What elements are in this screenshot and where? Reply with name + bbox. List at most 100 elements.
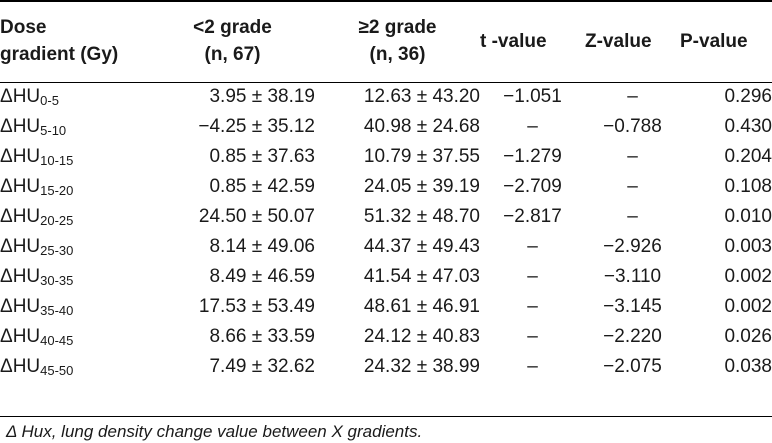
header-row: Dose gradient (Gy) <2 grade (n, 67) ≥2 g…: [0, 0, 772, 82]
cell-ge2-grade: 40.98 ± 24.68: [363, 116, 480, 137]
table-bottom-rule: [0, 416, 772, 417]
cell-t-value: −2.817: [503, 206, 562, 227]
cell-z-value: −2.220: [603, 326, 662, 347]
row-label-subscript: 25-30: [40, 243, 74, 258]
row-label-subscript: 35-40: [40, 303, 74, 318]
table-row: ΔHU20-25 24.50 ± 50.07 51.32 ± 48.70 −2.817…: [0, 202, 772, 232]
row-label: ΔHU40-45: [0, 322, 150, 352]
cell-ge2-grade: 24.12 ± 40.83: [363, 326, 480, 347]
table-header-rule: [0, 82, 772, 83]
header-lt2-grade-line2: (n, 67): [204, 44, 261, 65]
cell-lt2-grade: 7.49 ± 32.62: [209, 356, 315, 377]
cell-lt2-grade: 0.85 ± 37.63: [209, 146, 315, 167]
cell-t-value: –: [527, 296, 538, 317]
table-row: ΔHU0-5 3.95 ± 38.19 12.63 ± 43.20 −1.051 – 0.…: [0, 82, 772, 112]
row-label: ΔHU45-50: [0, 352, 150, 382]
table-row: ΔHU45-50 7.49 ± 32.62 24.32 ± 38.99 – −2.075…: [0, 352, 772, 382]
row-label-subscript: 5-10: [40, 123, 67, 138]
statistics-table: Dose gradient (Gy) <2 grade (n, 67) ≥2 g…: [0, 0, 772, 382]
table-footnote: Δ Hux, lung density change value between…: [6, 422, 423, 441]
cell-ge2-grade: 12.63 ± 43.20: [363, 86, 480, 107]
row-label-subscript: 15-20: [40, 183, 74, 198]
cell-lt2-grade: 3.95 ± 38.19: [209, 86, 315, 107]
table-header: Dose gradient (Gy) <2 grade (n, 67) ≥2 g…: [0, 0, 772, 82]
cell-z-value: –: [627, 146, 638, 167]
row-label-text: ΔHU: [0, 296, 41, 317]
cell-ge2-grade: 41.54 ± 47.03: [363, 266, 480, 287]
row-label-text: ΔHU: [0, 86, 41, 107]
row-label-text: ΔHU: [0, 266, 41, 287]
header-dose-gradient-line1: Dose: [0, 17, 47, 38]
table-row: ΔHU5-10 −4.25 ± 35.12 40.98 ± 24.68 – −0.788…: [0, 112, 772, 142]
row-label-subscript: 10-15: [40, 153, 74, 168]
cell-t-value: –: [527, 116, 538, 137]
row-label: ΔHU10-15: [0, 142, 150, 172]
cell-p-value: 0.003: [724, 236, 772, 257]
cell-z-value: −3.145: [603, 296, 662, 317]
row-label-subscript: 45-50: [40, 363, 74, 378]
cell-ge2-grade: 24.05 ± 39.19: [363, 176, 480, 197]
row-label-subscript: 20-25: [40, 213, 74, 228]
cell-ge2-grade: 48.61 ± 46.91: [363, 296, 480, 317]
header-ge2-grade-line1: ≥2 grade: [358, 17, 437, 38]
row-label: ΔHU25-30: [0, 232, 150, 262]
row-label: ΔHU5-10: [0, 112, 150, 142]
row-label: ΔHU35-40: [0, 292, 150, 322]
row-label-subscript: 30-35: [40, 273, 74, 288]
row-label-subscript: 40-45: [40, 333, 74, 348]
table-row: ΔHU10-15 0.85 ± 37.63 10.79 ± 37.55 −1.279 –…: [0, 142, 772, 172]
row-label-text: ΔHU: [0, 326, 41, 347]
cell-z-value: −3.110: [603, 266, 662, 287]
cell-z-value: −2.075: [603, 356, 662, 377]
cell-z-value: −2.926: [603, 236, 662, 257]
row-label-text: ΔHU: [0, 176, 41, 197]
header-dose-gradient: Dose gradient (Gy): [0, 0, 150, 82]
cell-p-value: 0.296: [724, 86, 772, 107]
cell-z-value: –: [627, 176, 638, 197]
cell-z-value: –: [627, 86, 638, 107]
cell-z-value: –: [627, 206, 638, 227]
cell-lt2-grade: 8.14 ± 49.06: [209, 236, 315, 257]
cell-t-value: −1.279: [503, 146, 562, 167]
cell-lt2-grade: 24.50 ± 50.07: [198, 206, 315, 227]
cell-p-value: 0.010: [724, 206, 772, 227]
cell-p-value: 0.430: [724, 116, 772, 137]
table-row: ΔHU40-45 8.66 ± 33.59 24.12 ± 40.83 – −2.220…: [0, 322, 772, 352]
cell-ge2-grade: 44.37 ± 49.43: [363, 236, 480, 257]
cell-lt2-grade: 17.53 ± 53.49: [198, 296, 315, 317]
cell-t-value: –: [527, 266, 538, 287]
cell-p-value: 0.204: [724, 146, 772, 167]
table-row: ΔHU30-35 8.49 ± 46.59 41.54 ± 47.03 – −3.110…: [0, 262, 772, 292]
cell-t-value: –: [527, 356, 538, 377]
header-lt2-grade-line1: <2 grade: [193, 17, 272, 38]
row-label-text: ΔHU: [0, 206, 41, 227]
row-label-text: ΔHU: [0, 236, 41, 257]
cell-z-value: −0.788: [603, 116, 662, 137]
cell-ge2-grade: 24.32 ± 38.99: [363, 356, 480, 377]
row-label: ΔHU15-20: [0, 172, 150, 202]
header-p-value: P-value: [680, 30, 748, 52]
table-top-rule: [0, 0, 772, 2]
header-ge2-grade: ≥2 grade (n, 36): [315, 0, 480, 82]
header-lt2-grade: <2 grade (n, 67): [150, 0, 315, 82]
table-body: ΔHU0-5 3.95 ± 38.19 12.63 ± 43.20 −1.051–0.…: [0, 82, 772, 382]
cell-p-value: 0.108: [724, 176, 772, 197]
cell-p-value: 0.002: [724, 266, 772, 287]
cell-lt2-grade: 8.66 ± 33.59: [209, 326, 315, 347]
cell-t-value: –: [527, 326, 538, 347]
table-row: ΔHU25-30 8.14 ± 49.06 44.37 ± 49.43 – −2.926…: [0, 232, 772, 262]
header-t-value: t -value: [480, 30, 547, 52]
header-dose-gradient-line2: gradient (Gy): [0, 44, 119, 65]
cell-p-value: 0.038: [724, 356, 772, 377]
table-row: ΔHU15-20 0.85 ± 42.59 24.05 ± 39.19 −2.709 –…: [0, 172, 772, 202]
row-label: ΔHU30-35: [0, 262, 150, 292]
row-label: ΔHU0-5: [0, 82, 150, 112]
cell-p-value: 0.026: [724, 326, 772, 347]
cell-ge2-grade: 10.79 ± 37.55: [363, 146, 480, 167]
row-label-text: ΔHU: [0, 356, 41, 377]
row-label: ΔHU20-25: [0, 202, 150, 232]
cell-lt2-grade: −4.25 ± 35.12: [198, 116, 315, 137]
row-label-subscript: 0-5: [40, 93, 59, 108]
cell-ge2-grade: 51.32 ± 48.70: [363, 206, 480, 227]
